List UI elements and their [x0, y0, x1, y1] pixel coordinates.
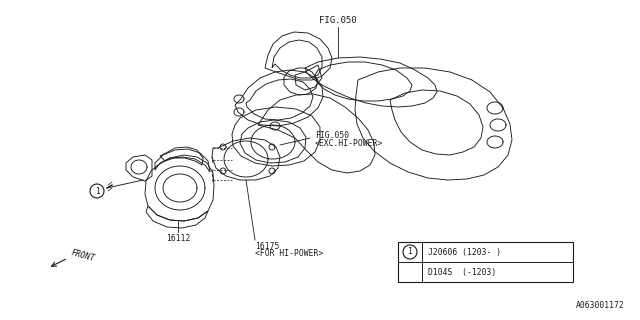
- Text: FIG.050: FIG.050: [315, 132, 349, 140]
- Text: 1: 1: [95, 187, 99, 196]
- Circle shape: [90, 184, 104, 198]
- Text: FIG.050: FIG.050: [319, 16, 357, 25]
- Text: FRONT: FRONT: [70, 249, 96, 263]
- Text: <FOR HI-POWER>: <FOR HI-POWER>: [255, 249, 323, 258]
- Text: D104S  (-1203): D104S (-1203): [428, 268, 496, 276]
- Text: <EXC.HI-POWER>: <EXC.HI-POWER>: [315, 139, 383, 148]
- Text: J20606 (1203- ): J20606 (1203- ): [428, 247, 501, 257]
- Circle shape: [403, 245, 417, 259]
- Text: 1: 1: [408, 247, 412, 257]
- Text: 16175: 16175: [255, 242, 280, 251]
- Text: A063001172: A063001172: [576, 301, 625, 310]
- Bar: [398, 242, 573, 282]
- Text: 16112: 16112: [166, 234, 190, 243]
